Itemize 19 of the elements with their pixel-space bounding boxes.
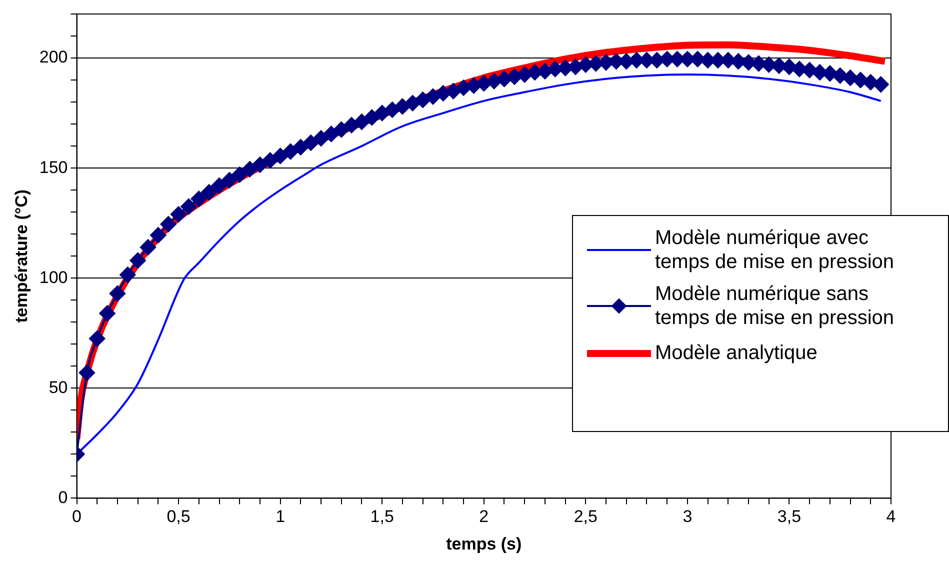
x-tick-label: 2 bbox=[479, 507, 489, 526]
x-tick-label: 4 bbox=[886, 507, 896, 526]
x-tick-label: 1,5 bbox=[370, 507, 394, 526]
y-tick-label: 100 bbox=[39, 268, 68, 287]
y-tick-label: 200 bbox=[39, 48, 68, 67]
y-tick-label: 50 bbox=[48, 378, 68, 397]
x-tick-label: 3,5 bbox=[777, 507, 802, 526]
x-tick-label: 1 bbox=[276, 507, 286, 526]
y-tick-label: 150 bbox=[39, 158, 68, 177]
x-axis-title: temps (s) bbox=[446, 534, 522, 554]
x-tick-label: 3 bbox=[682, 507, 692, 526]
x-tick-label: 0,5 bbox=[166, 507, 190, 526]
y-axis-title: température (°C) bbox=[12, 189, 31, 323]
x-tick-label: 2,5 bbox=[574, 507, 598, 526]
legend-label: Modèle numérique sans temps de mise en pression bbox=[655, 282, 896, 330]
legend-label: Modèle numérique avec temps de mise en pression bbox=[655, 226, 896, 274]
legend-label: Modèle analytique bbox=[655, 341, 818, 365]
y-tick-label: 0 bbox=[58, 488, 68, 507]
x-tick-label: 0 bbox=[72, 507, 82, 526]
